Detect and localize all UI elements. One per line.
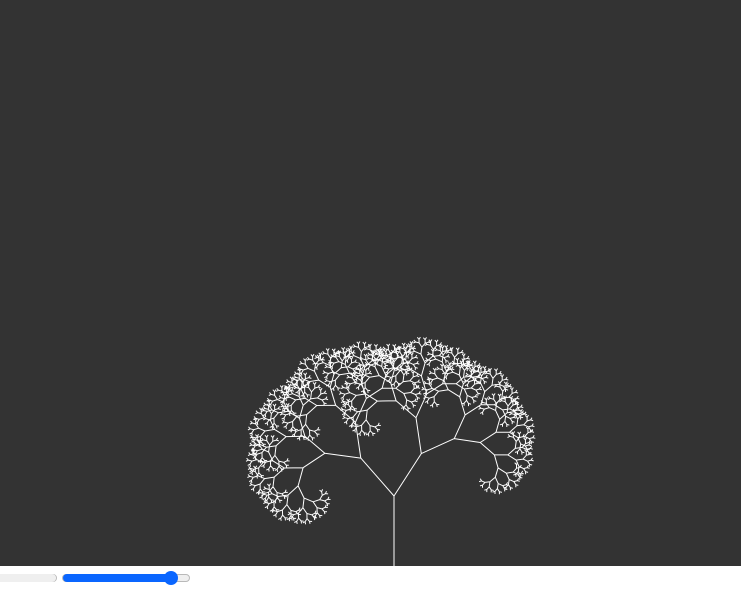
- fractal-tree-drawing: [245, 336, 536, 566]
- tree-branches: [245, 336, 536, 566]
- slider-2-fill: [63, 574, 172, 582]
- slider-2[interactable]: [62, 571, 190, 585]
- slider-1-fill: [0, 574, 56, 582]
- slider-1[interactable]: [0, 574, 57, 582]
- tree-canvas: [0, 0, 741, 566]
- slider-2-thumb[interactable]: [164, 571, 179, 585]
